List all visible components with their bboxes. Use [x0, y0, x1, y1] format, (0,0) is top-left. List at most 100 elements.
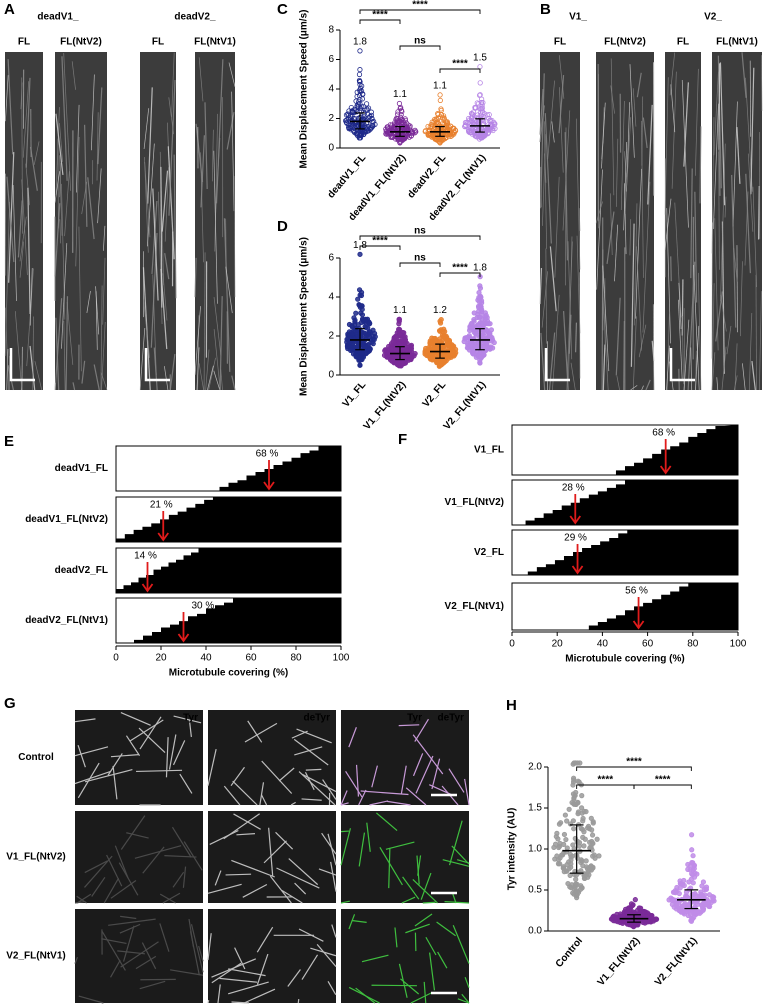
value-label: 56 %: [625, 586, 648, 597]
dot: [354, 93, 360, 100]
kymo-track: [213, 329, 221, 391]
microtubule: [461, 993, 470, 1004]
microtubule: [225, 873, 252, 876]
kymo-track: [147, 143, 155, 247]
dot: [476, 294, 482, 301]
dot: [359, 312, 366, 318]
kymo-track: [541, 271, 548, 328]
kymo-track: [164, 366, 169, 391]
dot: [570, 791, 577, 797]
kymo-track: [6, 349, 9, 391]
dot: [426, 345, 432, 351]
kymo-track: [601, 249, 604, 391]
dot: [576, 843, 582, 849]
dot: [476, 105, 482, 111]
dot: [471, 310, 477, 316]
dot: [400, 361, 406, 367]
kymo-track: [55, 317, 60, 391]
kymo-track: [733, 375, 738, 391]
microtubule: [171, 826, 192, 858]
panel-letter: A: [4, 1, 15, 18]
arrow-head: [141, 583, 154, 593]
dot: [475, 322, 482, 328]
kymo-track: [539, 105, 545, 143]
kymo-track: [564, 132, 569, 261]
dot: [671, 904, 677, 910]
microtubule: [305, 768, 322, 771]
kymo-track: [726, 325, 732, 355]
dot: [681, 908, 688, 914]
kymo-track: [558, 55, 565, 99]
microtubule: [301, 798, 322, 801]
row-label: V1_FL(NtV2): [6, 852, 65, 863]
kymo-track: [629, 64, 635, 158]
kymo-track: [575, 118, 581, 270]
kymo-track: [78, 226, 82, 372]
kymo-track: [81, 360, 86, 384]
dot: [407, 127, 413, 133]
y-tick-label: 1.5: [528, 803, 542, 814]
kymo-track: [636, 72, 642, 98]
coverage-area: [525, 480, 738, 525]
kymo-track: [670, 256, 672, 282]
y-tick-label: 8: [328, 25, 334, 36]
dot: [575, 889, 582, 895]
dot: [394, 118, 401, 124]
significance-label: ****: [372, 236, 388, 247]
microtubule: [110, 754, 139, 758]
dot: [471, 326, 477, 333]
microtubule: [269, 875, 292, 904]
kymo-track: [64, 171, 70, 237]
dot: [370, 341, 376, 347]
dot: [476, 289, 482, 296]
microtubule: [190, 924, 204, 973]
dot: [363, 101, 370, 107]
dot: [353, 98, 359, 104]
dot: [351, 127, 357, 133]
microtubule: [451, 892, 457, 904]
kymo-track: [71, 61, 76, 90]
kymo-track: [615, 297, 621, 376]
microtubule: [369, 800, 389, 806]
dot: [476, 119, 482, 125]
kymo-track: [171, 52, 175, 117]
value-label: 1.5: [473, 52, 487, 63]
microtubule: [400, 978, 420, 995]
dot: [572, 760, 578, 766]
kymo-track: [59, 219, 62, 244]
kymo-track: [539, 267, 543, 305]
micrograph: [75, 710, 203, 805]
microtubule: [457, 998, 470, 1004]
kymo-track: [716, 377, 719, 391]
dot: [360, 109, 367, 115]
dot: [353, 310, 359, 316]
microtubule: [74, 718, 96, 723]
y-tick-label: 6: [328, 54, 334, 65]
kymo-track: [65, 296, 69, 391]
microtubule: [358, 789, 367, 806]
microtubule: [110, 959, 121, 978]
dot: [649, 914, 655, 920]
microtubule: [355, 987, 376, 1004]
kymo-track: [101, 321, 106, 391]
kymo-track: [162, 273, 168, 321]
x-tick-label: 40: [200, 653, 212, 664]
microtubule: [108, 918, 156, 926]
significance-label: ****: [598, 775, 614, 786]
panel-letter: F: [398, 431, 407, 448]
dot: [400, 347, 406, 353]
dot: [442, 356, 448, 362]
microtubule: [414, 913, 433, 927]
kymo-track: [711, 283, 715, 391]
dot: [354, 353, 360, 359]
microtubule: [358, 832, 366, 867]
dot: [585, 869, 591, 875]
dot: [594, 836, 600, 842]
dot: [583, 858, 589, 864]
dot: [438, 316, 444, 323]
significance-bracket: [439, 68, 481, 73]
kymo-track: [664, 198, 672, 251]
value-label: 1.1: [393, 305, 407, 316]
dot: [371, 118, 377, 125]
dot: [477, 354, 484, 360]
